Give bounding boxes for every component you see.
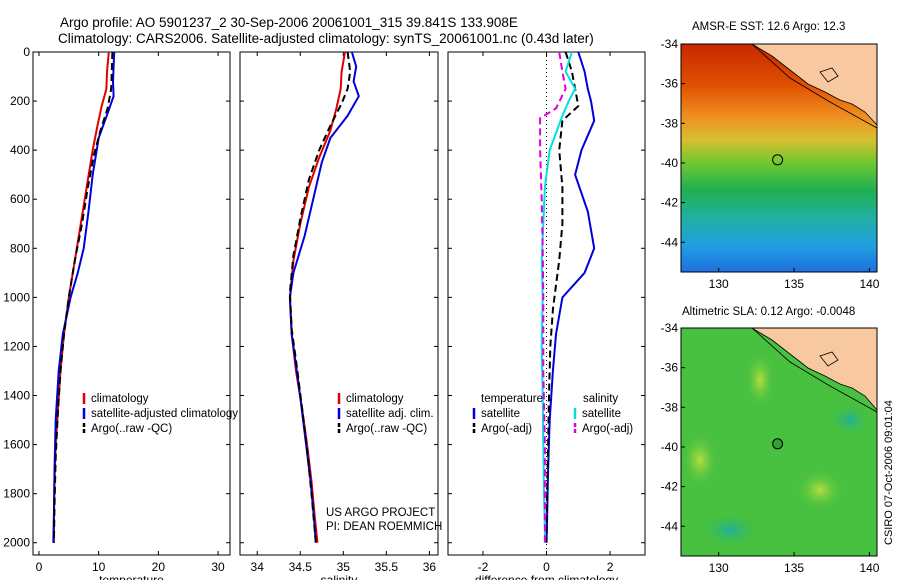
xtick-label: 35 bbox=[337, 560, 351, 574]
credit-line1: US ARGO PROJECT bbox=[326, 507, 435, 519]
sst-argo-marker bbox=[772, 154, 784, 166]
diff-legend-temp-sat-label: satellite bbox=[481, 408, 520, 420]
xtick-label: 36 bbox=[423, 560, 437, 574]
map-ytick-label: -44 bbox=[661, 235, 679, 249]
sla-island bbox=[819, 351, 839, 367]
xtick-label: 34.5 bbox=[289, 560, 313, 574]
xtick-label: 10 bbox=[92, 560, 106, 574]
series-line-satellite-adjusted-climatology bbox=[52, 51, 116, 543]
diff-legend-header-temperature: temperature bbox=[481, 393, 543, 405]
map-xtick-label: 135 bbox=[784, 277, 804, 291]
xaxis-label: salinity bbox=[321, 573, 358, 580]
map-ytick-label: -36 bbox=[661, 361, 679, 375]
map-ytick-label: -34 bbox=[661, 321, 679, 335]
xtick-label: 0 bbox=[543, 560, 550, 574]
map-ytick-label: -40 bbox=[661, 156, 679, 170]
map-ytick-label: -34 bbox=[661, 37, 679, 51]
series-line-satellite-adj-clim- bbox=[288, 51, 360, 543]
xtick-label: 34 bbox=[251, 560, 265, 574]
ytick-label: 1200 bbox=[3, 339, 30, 353]
sst-coast-shelf bbox=[751, 44, 877, 129]
map-ytick-label: -36 bbox=[661, 77, 679, 91]
sla-map: Altimetric SLA: 0.12 Argo: -0.0048 130 13… bbox=[661, 306, 880, 575]
xtick-label: 20 bbox=[152, 560, 166, 574]
xaxis-label: difference from climatology bbox=[475, 573, 618, 580]
sal-legend-clim-label: climatology bbox=[346, 393, 404, 405]
temp-legend-clim-label: climatology bbox=[91, 393, 149, 405]
series-line-salinity-argo-adj- bbox=[539, 51, 567, 543]
figure-title-line2: Climatology: CARS2006. Satellite-adjuste… bbox=[58, 31, 594, 46]
sla-argo-marker bbox=[772, 438, 784, 450]
map-xtick-label: 135 bbox=[784, 561, 804, 575]
figure-title-line1: Argo profile: AO 5901237_2 30-Sep-2006 2… bbox=[60, 15, 518, 30]
ytick-label: 800 bbox=[10, 241, 30, 255]
series-line-argo-raw-qc- bbox=[52, 51, 114, 543]
credit-line2: PI: DEAN ROEMMICH bbox=[326, 521, 442, 533]
map-xtick-label: 140 bbox=[859, 561, 879, 575]
ytick-label: 1600 bbox=[3, 438, 30, 452]
xtick-label: 35.5 bbox=[375, 560, 399, 574]
ytick-label: 1800 bbox=[3, 487, 30, 501]
ytick-label: 600 bbox=[10, 192, 30, 206]
diff-legend-header-salinity: salinity bbox=[583, 393, 618, 405]
sla-coast-shelf bbox=[751, 328, 877, 413]
sla-map-title: Altimetric SLA: 0.12 Argo: -0.0048 bbox=[682, 306, 855, 318]
map-ytick-label: -38 bbox=[661, 116, 679, 130]
xtick-label: -2 bbox=[478, 560, 489, 574]
plot-frame bbox=[239, 51, 439, 556]
profile-panel-0: 0 200 400 600 800 1000 1200 1400 1600 1800 2000 0 10… bbox=[3, 45, 231, 580]
sst-land bbox=[751, 44, 877, 126]
sal-legend-sat-label: satellite adj. clim. bbox=[346, 408, 434, 420]
plot-frame bbox=[32, 51, 231, 556]
temp-legend-sat-label: satellite-adjusted climatology bbox=[91, 408, 238, 420]
sal-legend-argo-label: Argo(..raw -QC) bbox=[346, 423, 427, 435]
sla-land bbox=[751, 328, 877, 411]
legends: climatology satellite-adjusted climatolog… bbox=[82, 393, 633, 533]
xtick-label: 30 bbox=[211, 560, 225, 574]
map-ytick-label: -38 bbox=[661, 400, 679, 414]
xaxis-label: temperature bbox=[99, 573, 164, 580]
sst-map-title: AMSR-E SST: 12.6 Argo: 12.3 bbox=[692, 21, 845, 33]
map-xtick-label: 130 bbox=[709, 277, 729, 291]
sst-map: AMSR-E SST: 12.6 Argo: 12.3 130 135 140 -34… bbox=[661, 21, 880, 291]
ytick-label: 400 bbox=[10, 143, 30, 157]
series-line-salinity-satellite bbox=[540, 51, 577, 543]
ytick-label: 1400 bbox=[3, 389, 30, 403]
temp-legend-argo-label: Argo(..raw -QC) bbox=[91, 423, 172, 435]
series-line-climatology bbox=[288, 51, 346, 543]
map-ytick-label: -42 bbox=[661, 196, 679, 210]
map-ytick-label: -40 bbox=[661, 440, 679, 454]
sla-map-axes: 130 135 140 -34 -36 -38 -40 -42 -44 bbox=[661, 321, 880, 575]
ytick-label: 2000 bbox=[3, 536, 30, 550]
diff-legend-sal-argo-label: Argo(-adj) bbox=[582, 423, 633, 435]
ytick-label: 0 bbox=[23, 45, 30, 59]
diff-legend-sal-sat-label: satellite bbox=[582, 408, 621, 420]
ytick-label: 1000 bbox=[3, 290, 30, 304]
series-line-temperature-satellite bbox=[545, 51, 596, 543]
plot-frame bbox=[447, 51, 646, 556]
sst-island bbox=[819, 67, 839, 83]
map-xtick-label: 130 bbox=[709, 561, 729, 575]
map-xtick-label: 140 bbox=[859, 277, 879, 291]
profile-panel-1: 34 34.5 35 35.5 36 salinity bbox=[239, 51, 439, 580]
timestamp-stamp: CSIRO 07-Oct-2006 09:01:04 bbox=[883, 400, 895, 545]
map-ytick-label: -44 bbox=[661, 519, 679, 533]
ytick-label: 200 bbox=[10, 94, 30, 108]
series-line-argo-raw-qc- bbox=[288, 51, 352, 543]
sst-map-axes: 130 135 140 -34 -36 -38 -40 -42 -44 bbox=[661, 37, 880, 291]
series-line-temperature-argo-adj- bbox=[545, 51, 580, 543]
xtick-label: 0 bbox=[36, 560, 43, 574]
map-ytick-label: -42 bbox=[661, 480, 679, 494]
xtick-label: 2 bbox=[607, 560, 614, 574]
series-line-climatology bbox=[52, 51, 110, 543]
diff-legend-temp-argo-label: Argo(-adj) bbox=[481, 423, 532, 435]
